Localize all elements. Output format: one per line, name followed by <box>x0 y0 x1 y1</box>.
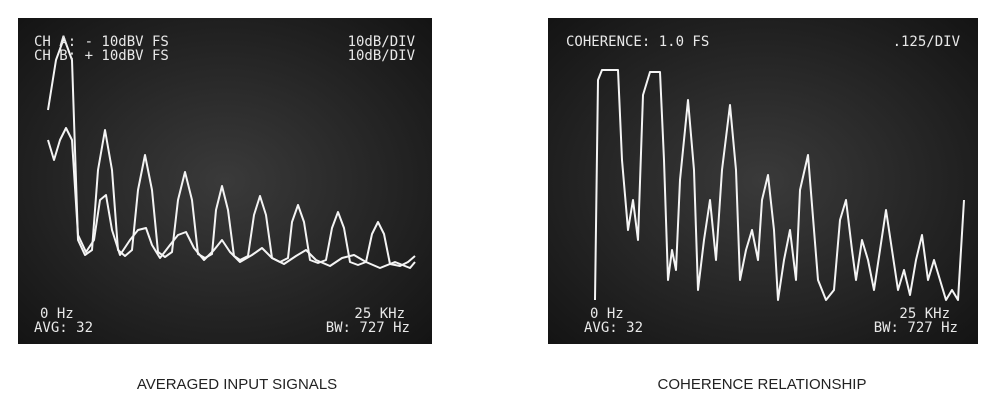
start-freq: 0 Hz <box>590 306 624 322</box>
bandwidth: BW: 727 Hz <box>326 320 410 336</box>
screen-line: COHERENCE: 1.0 FS <box>566 34 709 50</box>
averages: AVG: 32 <box>34 320 93 336</box>
caption: COHERENCE RELATIONSHIP <box>658 376 867 393</box>
screen-left <box>18 18 432 344</box>
screen-scale: .125/DIV <box>893 34 961 50</box>
start-freq: 0 Hz <box>40 306 74 322</box>
trace-b <box>47 127 416 269</box>
screen-scale: 10dB/DIV <box>348 34 416 50</box>
screen-scale: 10dB/DIV <box>348 48 416 64</box>
bandwidth: BW: 727 Hz <box>874 320 958 336</box>
stop-freq: 25 KHz <box>899 306 950 322</box>
screen-line: CH A: - 10dBV FS <box>34 34 169 50</box>
caption: AVERAGED INPUT SIGNALS <box>137 376 337 393</box>
stop-freq: 25 KHz <box>354 306 405 322</box>
screen-right <box>548 18 978 344</box>
screen-line: CH B: + 10dBV FS <box>34 48 169 64</box>
trace-c <box>594 69 965 301</box>
averages: AVG: 32 <box>584 320 643 336</box>
